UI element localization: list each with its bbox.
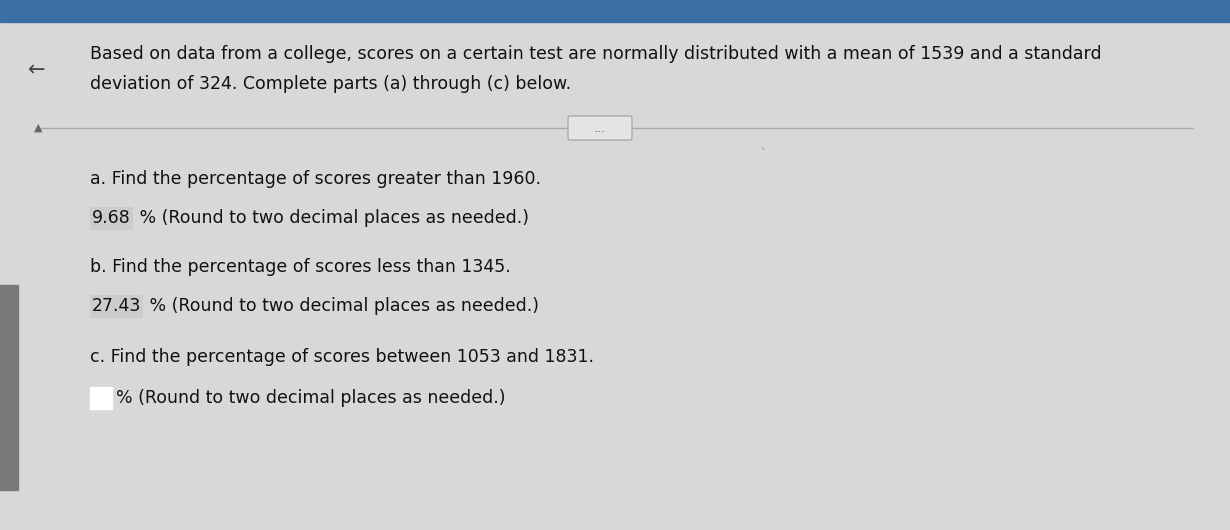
Text: a. Find the percentage of scores greater than 1960.: a. Find the percentage of scores greater… [90,170,541,188]
Bar [90,295,141,317]
Text: % (Round to two decimal places as needed.): % (Round to two decimal places as needed… [134,209,529,227]
Bar [90,387,112,409]
Text: Based on data from a college, scores on a certain test are normally distributed : Based on data from a college, scores on … [90,45,1102,63]
Text: 27.43: 27.43 [92,297,141,315]
Text: 9.68: 9.68 [92,209,130,227]
Text: % (Round to two decimal places as needed.): % (Round to two decimal places as needed… [144,297,539,315]
Text: b. Find the percentage of scores less than 1345.: b. Find the percentage of scores less th… [90,258,510,276]
Text: c. Find the percentage of scores between 1053 and 1831.: c. Find the percentage of scores between… [90,348,594,366]
Text: ▲: ▲ [33,123,42,133]
Text: ...: ... [594,121,606,135]
Text: `: ` [760,148,768,163]
Text: ←: ← [28,60,46,80]
Bar [0,285,18,490]
Text: % (Round to two decimal places as needed.): % (Round to two decimal places as needed… [116,389,506,407]
Bar [0,0,1230,22]
Text: deviation of 324. Complete parts (a) through (c) below.: deviation of 324. Complete parts (a) thr… [90,75,571,93]
FancyBboxPatch shape [568,116,632,140]
Bar [90,207,132,229]
